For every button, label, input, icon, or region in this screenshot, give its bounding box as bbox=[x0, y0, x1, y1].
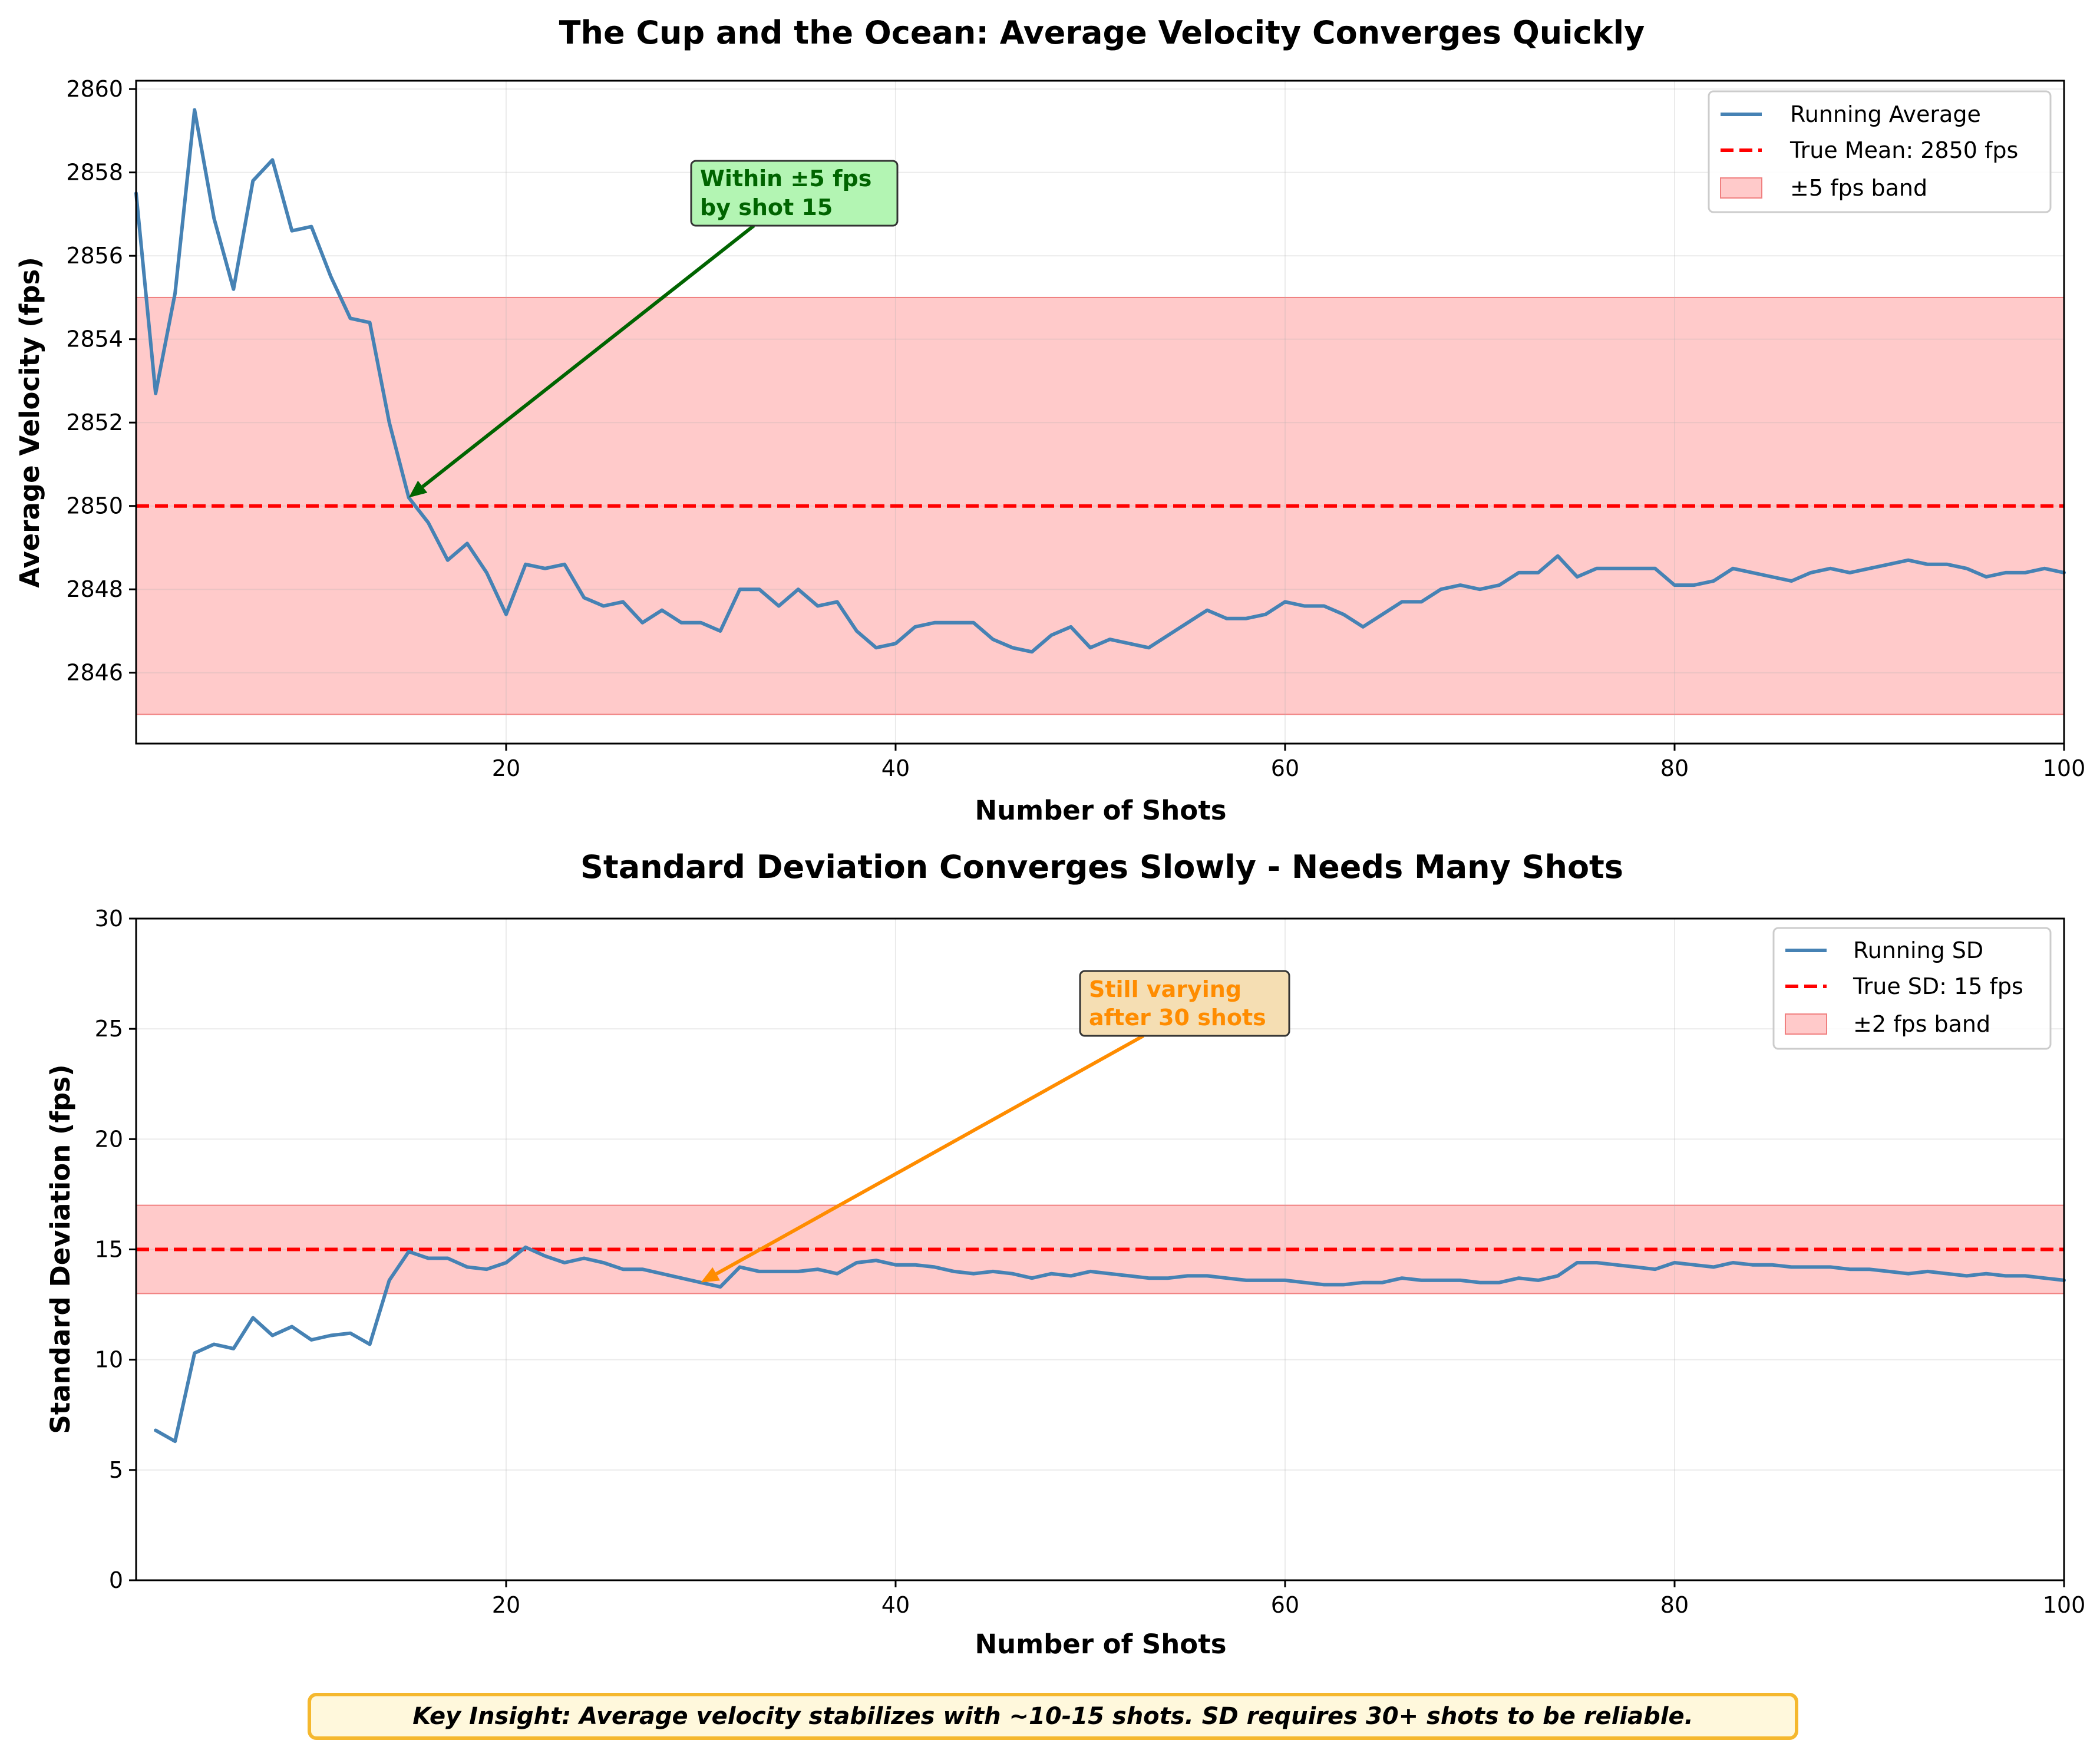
y-tick-label: 2852 bbox=[66, 409, 123, 435]
legend-band-swatch bbox=[1720, 177, 1762, 199]
x-tick-label: 40 bbox=[881, 1592, 910, 1618]
velocity-x-axis-label: Number of Shots bbox=[975, 795, 1227, 826]
key-insight-frame bbox=[308, 1693, 1798, 1740]
key-insight-box: Key Insight: Average velocity stabilizes… bbox=[308, 1693, 1798, 1740]
y-tick-label: 2854 bbox=[66, 326, 123, 352]
velocity-legend: Running Average True Mean: 2850 fps ±5 f… bbox=[1708, 90, 2052, 213]
sd-legend-frame bbox=[1772, 927, 2052, 1050]
velocity-annotation-line-2: by shot 15 bbox=[700, 194, 833, 220]
sd-panel: Standard Deviation Converges Slowly - Ne… bbox=[45, 848, 2085, 1660]
sd-annotation-arrowhead bbox=[701, 1267, 720, 1283]
legend-sd-band-swatch bbox=[1785, 1013, 1827, 1035]
series-line bbox=[134, 108, 2066, 654]
legend-sd-band-label: ±2 fps band bbox=[1853, 1011, 1990, 1037]
y-tick-label: 10 bbox=[95, 1347, 123, 1373]
velocity-annotation-arrow bbox=[421, 224, 755, 488]
y-tick-label: 2856 bbox=[66, 243, 123, 269]
x-tick-label: 40 bbox=[881, 755, 910, 781]
legend-running-sd-label: Running SD bbox=[1853, 937, 1983, 963]
velocity-annotation-line-1: Within ±5 fps bbox=[700, 166, 871, 191]
x-tick-label: 80 bbox=[1660, 755, 1689, 781]
x-tick-label: 20 bbox=[492, 755, 520, 781]
legend-band-label: ±5 fps band bbox=[1790, 175, 1927, 201]
velocity-annotation-arrowhead bbox=[408, 480, 428, 498]
velocity-annotation: Within ±5 fps by shot 15 bbox=[408, 160, 899, 498]
legend-running-average-label: Running Average bbox=[1790, 101, 1981, 127]
sd-annotation: Still varying after 30 shots bbox=[701, 970, 1290, 1283]
velocity-chart-title: The Cup and the Ocean: Average Velocity … bbox=[559, 14, 1645, 51]
y-tick-label: 5 bbox=[109, 1457, 123, 1483]
legend-true-sd-label: True SD: 15 fps bbox=[1853, 973, 2023, 999]
y-tick-label: 2850 bbox=[66, 493, 123, 519]
x-tick-label: 20 bbox=[492, 1592, 520, 1618]
y-tick-label: 30 bbox=[95, 906, 123, 932]
sd-chart-title: Standard Deviation Converges Slowly - Ne… bbox=[580, 848, 1623, 886]
y-tick-label: 25 bbox=[95, 1016, 123, 1042]
velocity-panel: The Cup and the Ocean: Average Velocity … bbox=[14, 14, 2085, 826]
velocity-annotation-box bbox=[690, 160, 899, 227]
sd-annotation-line-2: after 30 shots bbox=[1089, 1005, 1266, 1031]
y-tick-label: 0 bbox=[109, 1567, 123, 1593]
sd-annotation-box bbox=[1079, 970, 1290, 1037]
x-tick-label: 60 bbox=[1271, 1592, 1299, 1618]
key-insight-text: Key Insight: Average velocity stabilizes… bbox=[412, 1703, 1693, 1730]
y-tick-label: 20 bbox=[95, 1126, 123, 1152]
y-tick-label: 2848 bbox=[66, 576, 123, 602]
sd-y-axis-label: Standard Deviation (fps) bbox=[45, 1064, 76, 1434]
y-tick-label: 2860 bbox=[66, 76, 123, 102]
x-tick-label: 60 bbox=[1271, 755, 1299, 781]
sd-x-axis-label: Number of Shots bbox=[975, 1629, 1227, 1660]
sd-annotation-arrow bbox=[715, 1034, 1144, 1276]
legend-true-mean-label: True Mean: 2850 fps bbox=[1789, 137, 2018, 163]
velocity-legend-frame bbox=[1708, 90, 2052, 213]
series-line bbox=[154, 1245, 2066, 1444]
plot-frame bbox=[135, 80, 2065, 745]
y-tick-label: 2858 bbox=[66, 160, 123, 186]
velocity-y-axis-label: Average Velocity (fps) bbox=[14, 257, 45, 588]
x-tick-label: 100 bbox=[2043, 755, 2086, 781]
x-tick-label: 100 bbox=[2043, 1592, 2086, 1618]
y-tick-label: 2846 bbox=[66, 660, 123, 686]
x-tick-label: 80 bbox=[1660, 1592, 1689, 1618]
sd-legend: Running SD True SD: 15 fps ±2 fps band bbox=[1772, 927, 2052, 1050]
y-tick-label: 15 bbox=[95, 1237, 123, 1263]
sd-annotation-line-1: Still varying bbox=[1089, 976, 1241, 1002]
